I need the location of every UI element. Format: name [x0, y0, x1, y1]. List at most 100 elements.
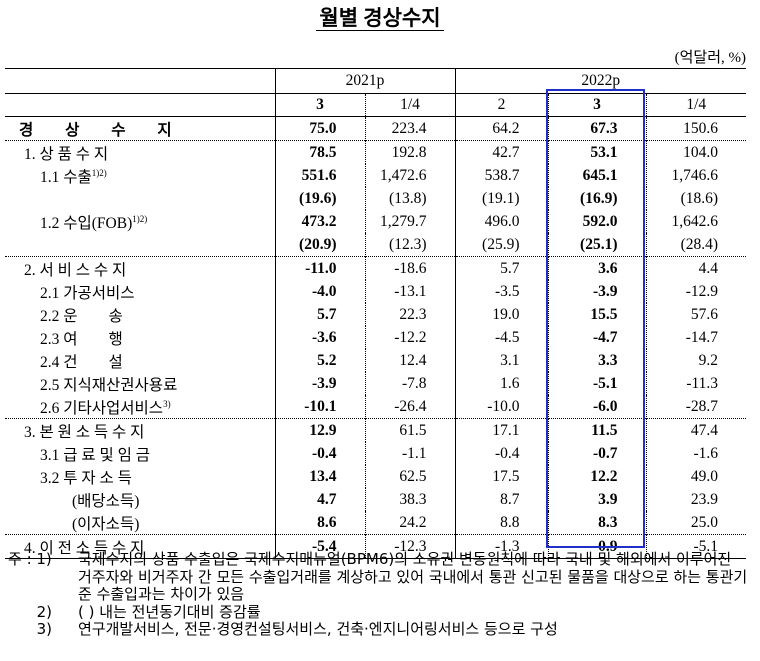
value-cell: -5.1	[645, 534, 747, 559]
value-cell: -11.0	[274, 256, 365, 280]
value-cell: 12.2	[547, 465, 646, 488]
row-label: 2.2 운 송	[40, 307, 123, 325]
value-cell: -3.9	[547, 280, 646, 303]
year-2021-header: 2021p	[274, 68, 455, 94]
table-row: 1.2 수입(FOB)1)2) 473.2 1,279.7 496.0 592.0 1,6…	[5, 210, 747, 233]
table-row: 경 상 수 지 75.0 223.4 64.2 67.3 150.6	[5, 116, 747, 141]
value-cell: 67.3	[547, 116, 646, 141]
row-label	[5, 187, 275, 210]
value-cell: 8.6	[274, 511, 365, 535]
value-cell: -1.6	[645, 442, 747, 465]
year-2022-header: 2022p	[454, 68, 747, 94]
value-cell: -0.4	[274, 442, 365, 465]
value-cell: -12.9	[645, 280, 747, 303]
table-row: 3.1 급 료 및 임 금 -0.4 -1.1 -0.4 -0.7 -1.6	[5, 442, 747, 465]
value-cell: 592.0	[547, 210, 646, 233]
unit-label: (억달러, %)	[674, 50, 746, 66]
value-cell: 61.5	[364, 418, 455, 442]
row-label: 2.4 건 설	[40, 353, 123, 371]
value-cell: -12.3	[364, 534, 455, 559]
table-row: 2.1 가공서비스 -4.0 -13.1 -3.5 -3.9 -12.9	[5, 280, 747, 303]
row-label: 2. 서 비 스 수 지	[5, 256, 275, 280]
value-cell: 551.6	[274, 164, 365, 187]
value-cell: 13.4	[274, 465, 365, 488]
row-label: 2.6 기타사업서비스3)	[40, 398, 171, 417]
value-cell: 3.9	[547, 488, 646, 511]
table-row: 2. 서 비 스 수 지 -11.0 -18.6 5.7 3.6 4.4	[5, 256, 747, 280]
row-label: 2.1 가공서비스	[40, 284, 135, 302]
value-cell: 17.5	[454, 465, 548, 488]
value-cell: 645.1	[547, 164, 646, 187]
value-cell: 42.7	[454, 140, 548, 164]
period-header: 3	[547, 93, 646, 117]
value-cell: 11.5	[547, 418, 646, 442]
value-cell: 5.7	[274, 303, 365, 326]
value-cell: 104.0	[645, 140, 747, 164]
table-row: (20.9) (12.3) (25.9) (25.1) (28.4)	[5, 233, 747, 257]
value-cell: 223.4	[364, 116, 455, 141]
value-cell: 75.0	[274, 116, 365, 141]
value-cell: (19.6)	[274, 187, 365, 210]
row-label: 1. 상 품 수 지	[5, 140, 275, 164]
value-cell: 78.5	[274, 140, 365, 164]
table-row: 2.6 기타사업서비스3) -10.1 -26.4 -10.0 -6.0 -28.7	[5, 395, 747, 419]
value-cell: 150.6	[645, 116, 747, 141]
value-cell: 12.4	[364, 349, 455, 372]
value-cell: 1.6	[454, 372, 548, 395]
value-cell: 9.2	[645, 349, 747, 372]
row-label: 2.3 여 행	[40, 330, 123, 348]
table-row: 2.5 지식재산권사용료 -3.9 -7.8 1.6 -5.1 -11.3	[5, 372, 747, 395]
value-cell: (28.4)	[645, 233, 747, 257]
table-row: 3. 본 원 소 득 수 지 12.9 61.5 17.1 11.5 47.4	[5, 418, 747, 442]
value-cell: 8.8	[454, 511, 548, 535]
table-row: 2.2 운 송 5.7 22.3 19.0 15.5 57.6	[5, 303, 747, 326]
value-cell: 49.0	[645, 465, 747, 488]
value-cell: -14.7	[645, 326, 747, 349]
row-label	[5, 233, 275, 257]
value-cell: 3.6	[547, 256, 646, 280]
value-cell: -13.1	[364, 280, 455, 303]
value-cell: -26.4	[364, 395, 455, 419]
value-cell: -28.7	[645, 395, 747, 419]
row-label: (이자소득)	[72, 515, 140, 533]
value-cell: -1.1	[364, 442, 455, 465]
value-cell: 8.3	[547, 511, 646, 535]
value-cell: 5.2	[274, 349, 365, 372]
row-label: 1.1 수출1)2)	[40, 167, 107, 186]
value-cell: 3.1	[454, 349, 548, 372]
value-cell: -10.1	[274, 395, 365, 419]
table-row: 1. 상 품 수 지 78.5 192.8 42.7 53.1 104.0	[5, 140, 747, 164]
page-title: 월별 경상수지	[0, 2, 760, 32]
value-cell: 538.7	[454, 164, 548, 187]
value-cell: -0.7	[547, 442, 646, 465]
period-header: 2	[454, 93, 548, 117]
value-cell: 24.2	[364, 511, 455, 535]
table-row: (배당소득) 4.7 38.3 8.7 3.9 23.9	[5, 488, 747, 511]
value-cell: 64.2	[454, 116, 548, 141]
value-cell: (13.8)	[364, 187, 455, 210]
value-cell: (18.6)	[645, 187, 747, 210]
footnotes: 주 : 1) 국제수지의 상품 수출입은 국제수지매뉴얼(BPM6)의 소유권 …	[8, 550, 748, 639]
value-cell: 1,642.6	[645, 210, 747, 233]
value-cell: 192.8	[364, 140, 455, 164]
value-cell: 4.4	[645, 256, 747, 280]
value-cell: -4.7	[547, 326, 646, 349]
row-label: (배당소득)	[72, 492, 140, 510]
value-cell: (25.1)	[547, 233, 646, 257]
value-cell: 47.4	[645, 418, 747, 442]
table-row: 4. 이 전 소 득 수 지 -5.4 -12.3 -1.3 -0.9 -5.1	[5, 534, 747, 559]
value-cell: -3.6	[274, 326, 365, 349]
value-cell: -3.9	[274, 372, 365, 395]
row-label: 3. 본 원 소 득 수 지	[5, 418, 275, 442]
value-cell: 5.7	[454, 256, 548, 280]
value-cell: 62.5	[364, 465, 455, 488]
value-cell: (16.9)	[547, 187, 646, 210]
row-label: 3.1 급 료 및 임 금	[40, 446, 151, 464]
table-row: 2.3 여 행 -3.6 -12.2 -4.5 -4.7 -14.7	[5, 326, 747, 349]
value-cell: -5.4	[274, 534, 365, 559]
value-cell: 38.3	[364, 488, 455, 511]
value-cell: -12.2	[364, 326, 455, 349]
value-cell: -10.0	[454, 395, 548, 419]
row-label: 경 상 수 지	[19, 121, 186, 139]
value-cell: (20.9)	[274, 233, 365, 257]
